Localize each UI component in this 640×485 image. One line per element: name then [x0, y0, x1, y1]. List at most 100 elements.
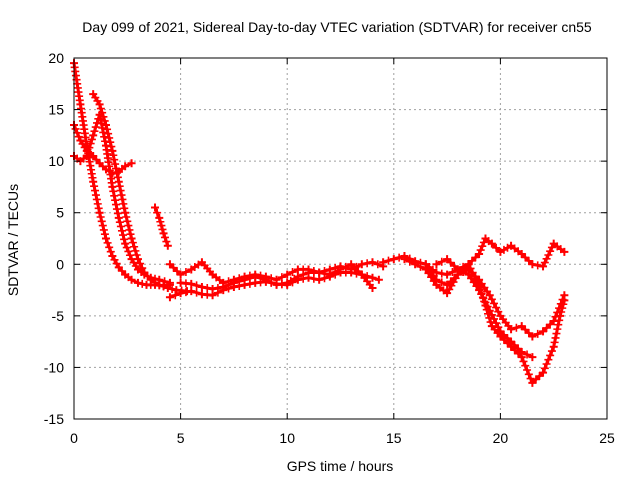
data-point — [560, 296, 569, 305]
data-marker — [160, 233, 169, 242]
data-marker — [552, 329, 561, 338]
data-point — [108, 146, 117, 155]
data-marker — [111, 196, 120, 205]
data-marker — [111, 160, 120, 169]
data-marker — [245, 274, 254, 283]
data-point — [315, 268, 324, 277]
data-marker — [235, 277, 244, 286]
data-marker — [405, 257, 414, 266]
data-marker — [224, 280, 233, 289]
data-marker — [470, 272, 479, 281]
y-tick-label: 15 — [48, 102, 64, 118]
data-marker — [540, 364, 549, 373]
data-marker — [119, 231, 128, 240]
data-point — [165, 278, 174, 287]
data-marker — [132, 251, 141, 260]
data-point — [283, 270, 292, 279]
data-marker — [128, 238, 137, 247]
data-marker — [437, 257, 446, 266]
series-track-1 — [70, 59, 174, 290]
data-point — [315, 275, 324, 284]
data-marker — [459, 268, 468, 277]
data-point — [219, 282, 228, 291]
data-marker — [526, 374, 535, 383]
data-point — [443, 270, 452, 279]
y-tick-label: 20 — [48, 50, 64, 66]
data-marker — [557, 307, 566, 316]
data-marker — [125, 225, 134, 234]
data-marker — [533, 261, 542, 270]
data-marker — [124, 247, 133, 256]
data-marker — [96, 213, 105, 222]
data-marker — [122, 243, 131, 252]
data-point — [528, 260, 537, 269]
data-marker — [416, 262, 425, 271]
data-marker — [138, 264, 147, 273]
data-marker — [126, 230, 135, 239]
tick-layer: 0 5 10 15 20 25 -15 -10 -5 0 5 10 15 20 — [44, 50, 615, 446]
data-marker — [160, 277, 169, 286]
data-marker — [104, 129, 113, 138]
data-marker — [91, 123, 100, 132]
data-marker — [105, 243, 114, 252]
data-marker — [99, 112, 108, 121]
data-point — [432, 260, 441, 269]
data-point — [151, 203, 160, 212]
data-marker — [468, 268, 477, 277]
data-marker — [551, 333, 560, 342]
data-marker — [123, 217, 132, 226]
data-point — [293, 272, 302, 281]
data-marker — [477, 290, 486, 299]
data-marker — [487, 295, 496, 304]
data-marker — [92, 195, 101, 204]
data-marker — [181, 268, 190, 277]
y-tick-label: -15 — [44, 411, 64, 427]
data-point — [453, 265, 462, 274]
series-track-11 — [421, 260, 569, 387]
series-track-line — [434, 257, 534, 359]
data-marker — [192, 281, 201, 290]
data-marker — [158, 225, 167, 234]
x-axis-label: GPS time / hours — [287, 458, 394, 474]
data-marker — [267, 278, 276, 287]
data-marker — [117, 191, 126, 200]
data-marker — [116, 222, 125, 231]
data-point — [89, 177, 98, 186]
data-marker — [168, 285, 177, 294]
data-marker — [107, 142, 116, 151]
data-marker — [119, 199, 128, 208]
data-marker — [151, 278, 160, 287]
data-point — [89, 131, 98, 140]
data-marker — [476, 246, 485, 255]
data-marker — [559, 300, 568, 309]
series-layer — [70, 59, 569, 387]
data-marker — [437, 278, 446, 287]
data-marker — [437, 269, 446, 278]
data-point — [127, 275, 136, 284]
data-marker — [481, 298, 490, 307]
data-marker — [118, 195, 127, 204]
data-point — [325, 265, 334, 274]
data-marker — [73, 128, 82, 137]
data-marker — [105, 133, 114, 142]
data-point — [197, 282, 206, 291]
data-point — [556, 311, 565, 320]
data-point — [101, 234, 110, 243]
data-marker — [181, 288, 190, 297]
data-marker — [87, 135, 96, 144]
series-track-2 — [70, 121, 136, 178]
data-point — [528, 332, 537, 341]
data-marker — [521, 361, 530, 370]
data-marker — [171, 291, 180, 300]
data-point — [133, 278, 142, 287]
data-point — [114, 177, 123, 186]
data-marker — [115, 182, 124, 191]
data-marker — [331, 263, 340, 272]
data-marker — [553, 325, 562, 334]
data-marker — [96, 104, 105, 113]
data-point — [155, 213, 164, 222]
data-marker — [84, 147, 93, 156]
data-point — [432, 275, 441, 284]
data-marker — [103, 238, 112, 247]
